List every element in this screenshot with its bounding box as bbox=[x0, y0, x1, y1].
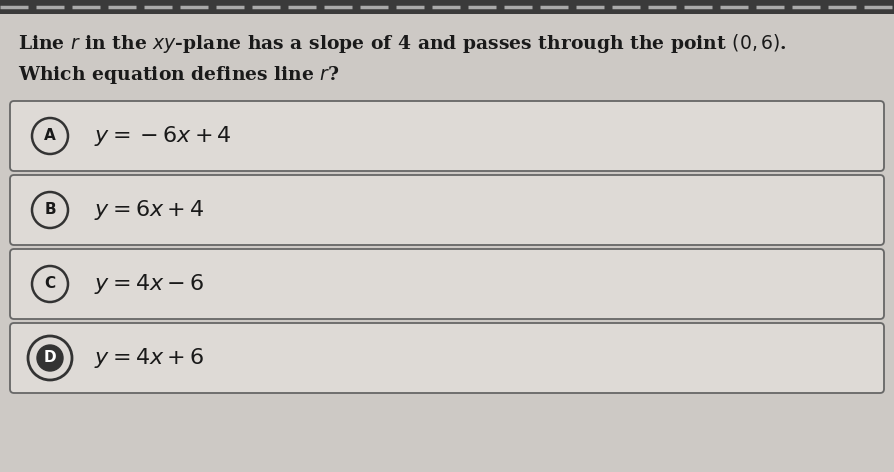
FancyBboxPatch shape bbox=[10, 101, 884, 171]
Text: D: D bbox=[44, 351, 56, 365]
FancyBboxPatch shape bbox=[10, 175, 884, 245]
Text: $y = 4x + 6$: $y = 4x + 6$ bbox=[94, 346, 205, 370]
Text: A: A bbox=[44, 128, 55, 143]
Text: Which equation defines line $r$?: Which equation defines line $r$? bbox=[18, 64, 340, 86]
Text: Line $r$ in the $xy$-plane has a slope of 4 and passes through the point $(0, 6): Line $r$ in the $xy$-plane has a slope o… bbox=[18, 32, 787, 55]
Text: B: B bbox=[44, 202, 55, 218]
Text: C: C bbox=[45, 277, 55, 292]
Text: $y = 6x + 4$: $y = 6x + 4$ bbox=[94, 198, 205, 222]
Bar bbox=[0, 0, 894, 14]
Text: $y = -6x + 4$: $y = -6x + 4$ bbox=[94, 124, 232, 148]
FancyBboxPatch shape bbox=[10, 249, 884, 319]
FancyBboxPatch shape bbox=[10, 323, 884, 393]
Text: $y = 4x - 6$: $y = 4x - 6$ bbox=[94, 272, 205, 296]
Circle shape bbox=[37, 345, 63, 371]
